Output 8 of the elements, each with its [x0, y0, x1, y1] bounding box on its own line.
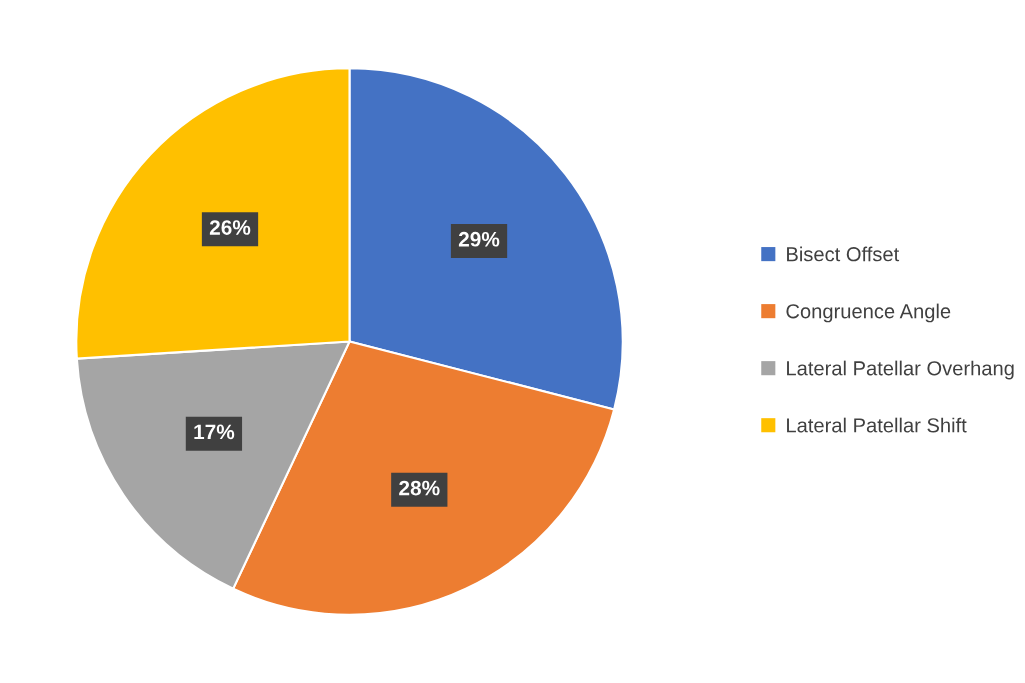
data-label: 17%: [194, 424, 235, 440]
legend-label: Lateral Patellar Overhang: [787, 360, 1014, 380]
legend-label: Lateral Patellar Shift: [787, 417, 967, 433]
legend-label: Congruence Angle: [786, 303, 951, 323]
data-label: 28%: [399, 480, 440, 496]
legend-label: Bisect Offset: [787, 246, 900, 262]
data-label: 26%: [209, 220, 251, 235]
data-label: 29%: [458, 231, 500, 247]
